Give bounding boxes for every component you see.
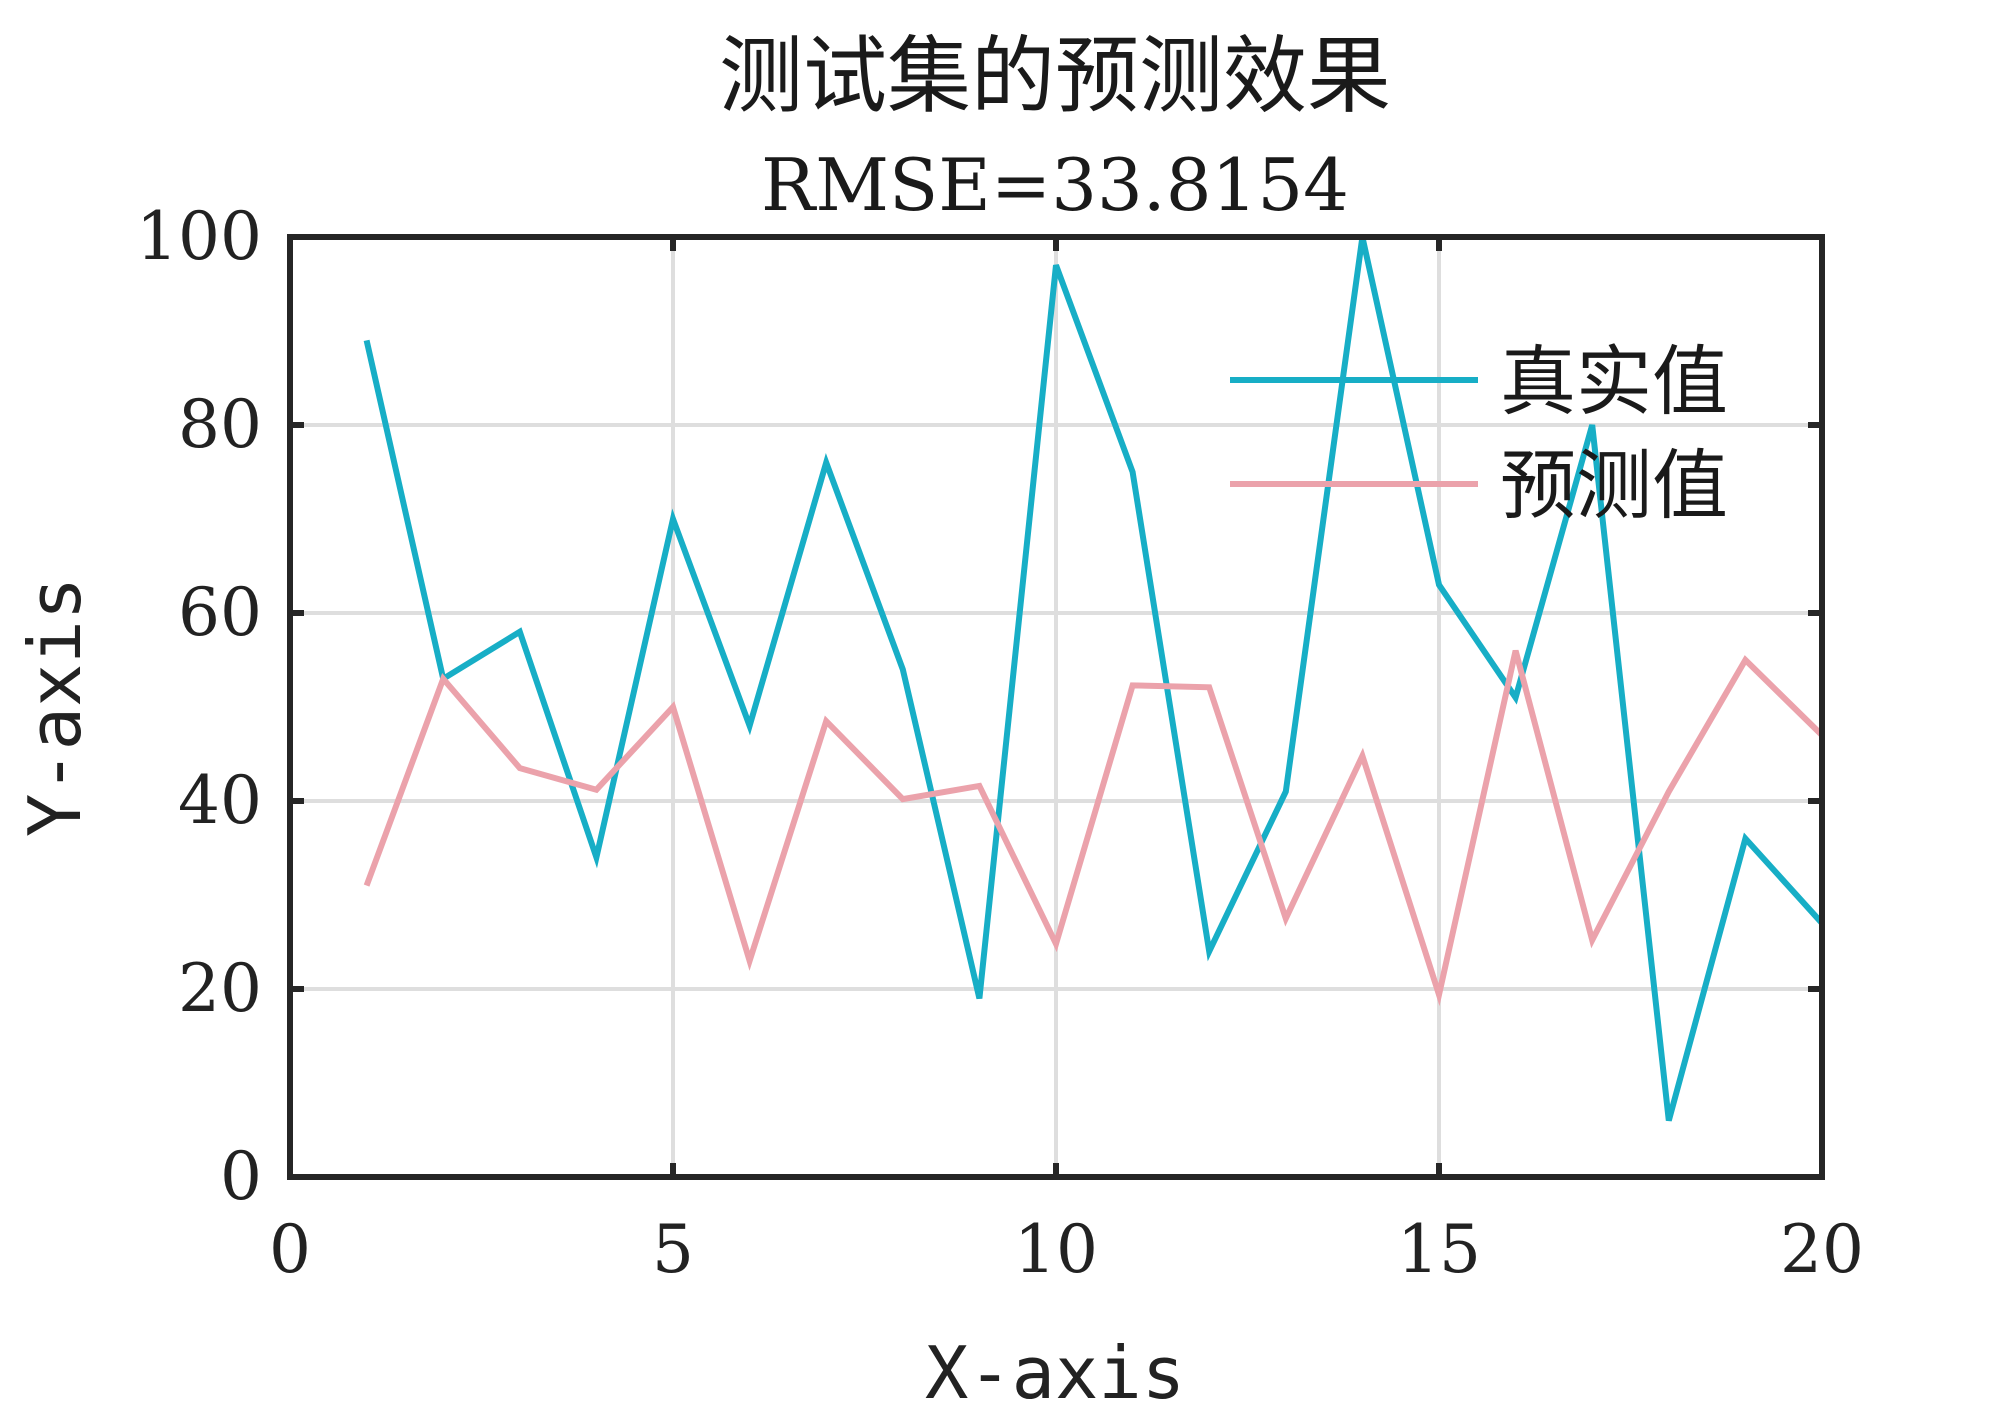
y-axis-label: Y-axis [13, 577, 97, 837]
legend-label-1: 真实值 [1500, 337, 1728, 426]
tick-marks [287, 234, 1825, 1180]
x-axis-label: X-axis [925, 1331, 1185, 1415]
y-tick-label: 40 [178, 762, 262, 839]
tick-labels: 0 5 10 15 20 0 20 40 60 80 100 [136, 198, 1864, 1288]
x-tick-label: 15 [1397, 1211, 1481, 1288]
x-tick-label: 5 [652, 1211, 694, 1288]
x-tick-label: 0 [269, 1211, 311, 1288]
series-line-1 [363, 236, 1825, 1122]
y-tick-label: 80 [178, 386, 262, 463]
chart-subtitle: RMSE=33.8154 [761, 143, 1349, 227]
x-tick-label: 20 [1780, 1211, 1864, 1288]
series-layer [363, 236, 1825, 1122]
x-tick-label: 10 [1014, 1211, 1098, 1288]
y-tick-label: 0 [220, 1138, 262, 1215]
y-tick-label: 20 [178, 950, 262, 1027]
chart-title: 测试集的预测效果 [719, 27, 1391, 125]
series-line-2 [363, 649, 1825, 1007]
y-tick-label: 60 [178, 574, 262, 651]
grid-lines [290, 237, 1822, 1177]
legend-label-2: 预测值 [1500, 441, 1728, 530]
y-tick-label: 100 [136, 198, 262, 275]
